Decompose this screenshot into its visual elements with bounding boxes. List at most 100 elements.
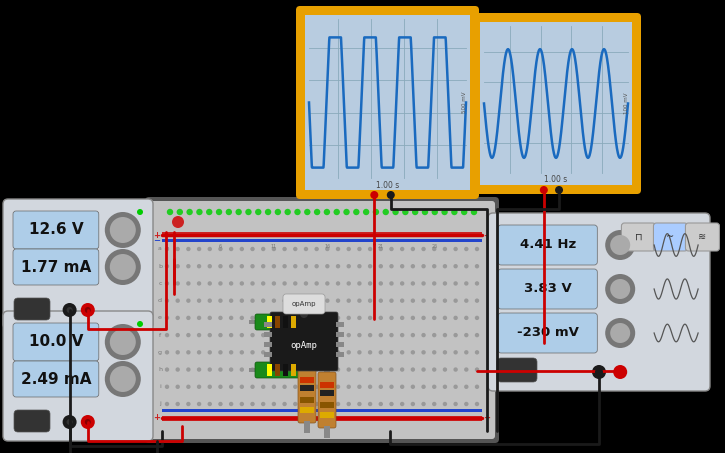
Circle shape — [336, 316, 340, 320]
Circle shape — [172, 216, 184, 228]
Circle shape — [80, 303, 95, 317]
Circle shape — [421, 247, 426, 251]
Circle shape — [165, 264, 169, 269]
Text: h: h — [158, 367, 162, 372]
Circle shape — [368, 367, 373, 372]
Circle shape — [175, 333, 180, 337]
Circle shape — [293, 333, 297, 337]
Circle shape — [421, 350, 426, 355]
Circle shape — [293, 264, 297, 269]
Text: 12.6 V: 12.6 V — [28, 222, 83, 237]
Circle shape — [207, 385, 212, 389]
Circle shape — [197, 247, 202, 251]
Circle shape — [240, 333, 244, 337]
Circle shape — [261, 247, 265, 251]
Circle shape — [282, 333, 287, 337]
Circle shape — [282, 385, 287, 389]
Circle shape — [389, 385, 394, 389]
Circle shape — [389, 333, 394, 337]
FancyBboxPatch shape — [13, 249, 99, 285]
Circle shape — [453, 299, 457, 303]
Circle shape — [596, 369, 602, 375]
Circle shape — [357, 299, 362, 303]
Circle shape — [218, 316, 223, 320]
Circle shape — [368, 385, 373, 389]
Circle shape — [240, 247, 244, 251]
Circle shape — [336, 299, 340, 303]
Circle shape — [293, 402, 297, 406]
Circle shape — [186, 316, 191, 320]
Circle shape — [347, 385, 351, 389]
Circle shape — [475, 316, 479, 320]
Circle shape — [272, 264, 276, 269]
Circle shape — [443, 333, 447, 337]
Text: b: b — [158, 264, 162, 269]
Circle shape — [272, 316, 276, 320]
Circle shape — [218, 367, 223, 372]
Circle shape — [261, 264, 265, 269]
Bar — [249, 320, 257, 324]
Circle shape — [347, 402, 351, 406]
Circle shape — [175, 281, 180, 286]
Circle shape — [250, 247, 254, 251]
Circle shape — [336, 402, 340, 406]
Circle shape — [368, 350, 373, 355]
Text: 100 mV: 100 mV — [624, 93, 629, 114]
Circle shape — [207, 367, 212, 372]
Text: 16: 16 — [324, 244, 331, 249]
Circle shape — [453, 333, 457, 337]
Bar — [291, 364, 296, 376]
Text: 1.00 s: 1.00 s — [376, 180, 399, 189]
FancyBboxPatch shape — [270, 312, 338, 371]
Circle shape — [410, 402, 415, 406]
Circle shape — [347, 316, 351, 320]
Circle shape — [344, 209, 349, 215]
Circle shape — [282, 247, 287, 251]
Circle shape — [275, 209, 281, 215]
Circle shape — [304, 209, 310, 215]
Circle shape — [300, 310, 308, 318]
Circle shape — [410, 333, 415, 337]
Circle shape — [282, 281, 287, 286]
Bar — [320, 412, 334, 418]
Circle shape — [617, 369, 624, 375]
Circle shape — [229, 299, 233, 303]
Circle shape — [378, 333, 383, 337]
Circle shape — [105, 324, 141, 360]
Circle shape — [282, 299, 287, 303]
Circle shape — [400, 402, 405, 406]
Circle shape — [165, 281, 169, 286]
Circle shape — [272, 333, 276, 337]
Circle shape — [196, 209, 202, 215]
Circle shape — [421, 333, 426, 337]
Text: 1.77 mA: 1.77 mA — [21, 260, 91, 275]
Bar — [264, 352, 272, 357]
FancyBboxPatch shape — [283, 294, 325, 314]
Circle shape — [325, 316, 330, 320]
Circle shape — [207, 264, 212, 269]
Circle shape — [389, 316, 394, 320]
Circle shape — [229, 367, 233, 372]
Bar — [267, 364, 272, 376]
Circle shape — [464, 350, 468, 355]
Circle shape — [261, 367, 265, 372]
Circle shape — [432, 367, 436, 372]
Circle shape — [373, 209, 379, 215]
Circle shape — [421, 264, 426, 269]
Circle shape — [261, 385, 265, 389]
Bar — [264, 322, 272, 327]
Circle shape — [67, 307, 73, 313]
Circle shape — [186, 247, 191, 251]
Circle shape — [85, 419, 91, 425]
FancyBboxPatch shape — [298, 367, 316, 423]
Circle shape — [165, 299, 169, 303]
Circle shape — [284, 209, 291, 215]
Circle shape — [109, 254, 136, 280]
Circle shape — [207, 299, 212, 303]
Text: opAmp: opAmp — [291, 341, 318, 350]
Circle shape — [464, 264, 468, 269]
Circle shape — [400, 316, 405, 320]
Circle shape — [272, 350, 276, 355]
Circle shape — [471, 209, 477, 215]
Circle shape — [109, 217, 136, 243]
